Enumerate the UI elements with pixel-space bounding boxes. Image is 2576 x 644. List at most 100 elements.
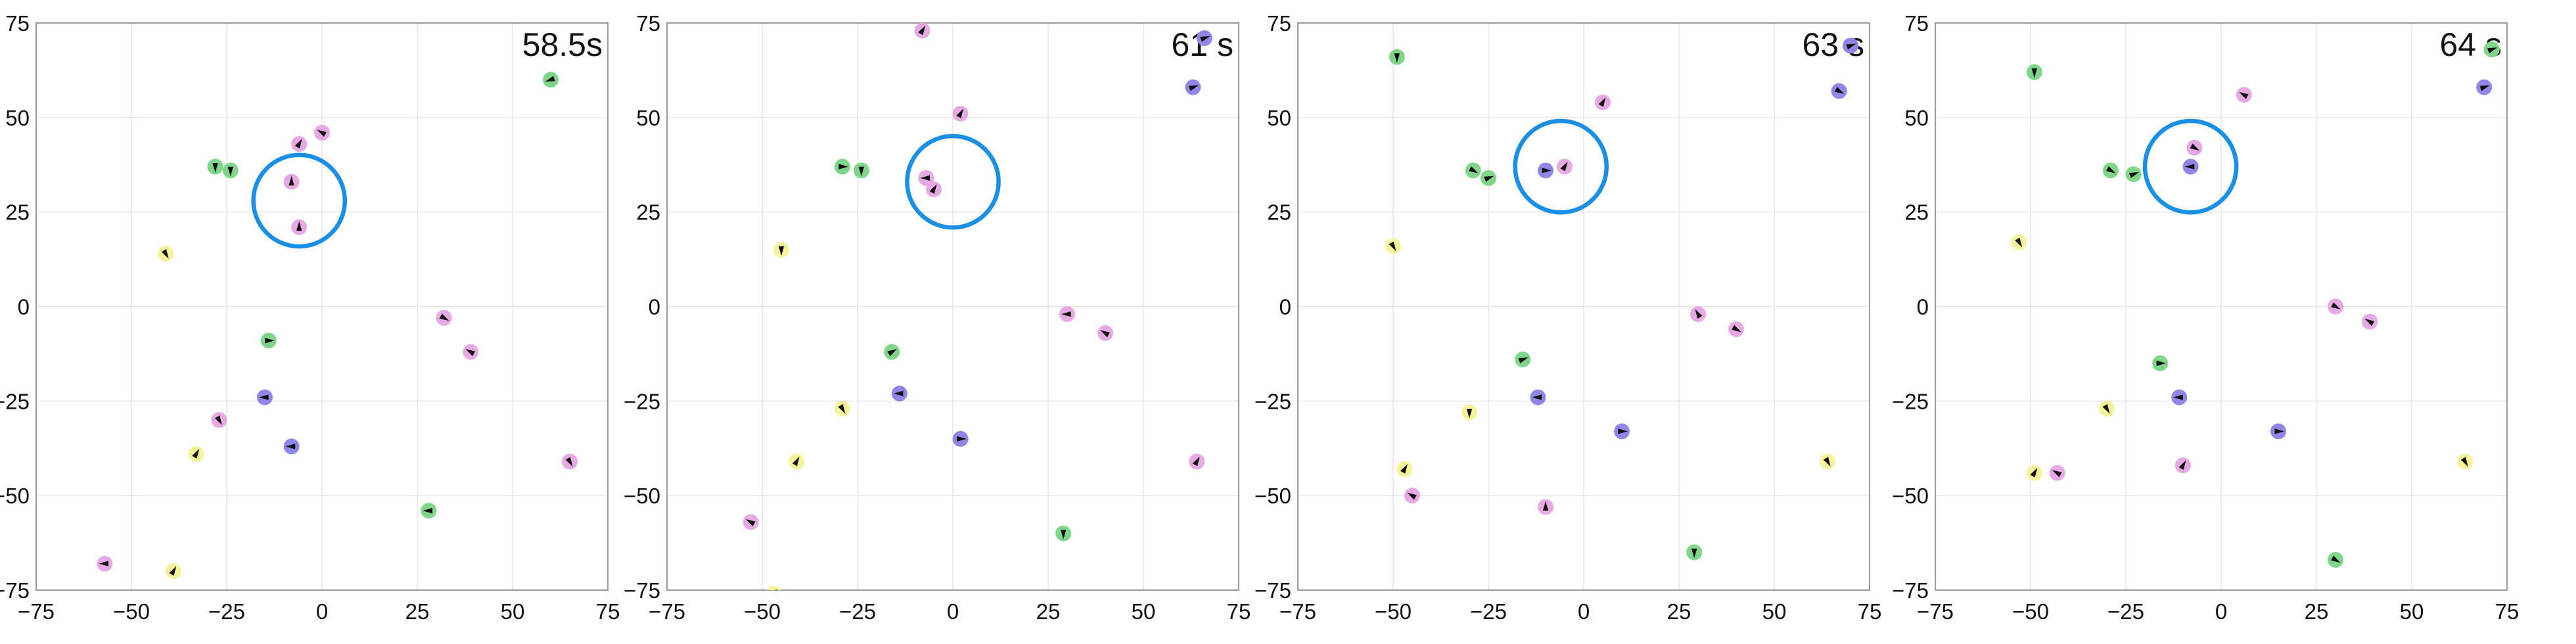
y-tick-label: −25 bbox=[0, 389, 30, 413]
x-tick-label: 50 bbox=[2400, 599, 2424, 624]
heading-arrow bbox=[1823, 457, 1831, 467]
agent-marker bbox=[1396, 461, 1413, 477]
agent-marker bbox=[2236, 87, 2252, 103]
agent-disc bbox=[766, 586, 781, 590]
x-tick-label: −75 bbox=[1279, 599, 1316, 624]
heading-arrow bbox=[775, 588, 777, 590]
heading-arrow bbox=[1695, 309, 1703, 319]
highlight-circle bbox=[1513, 118, 1609, 215]
agent-marker bbox=[766, 586, 781, 590]
y-tick-label: −25 bbox=[1254, 389, 1291, 413]
agent-marker bbox=[853, 162, 869, 179]
heading-arrow bbox=[1188, 85, 1199, 91]
x-tick-label: −50 bbox=[1375, 599, 1412, 624]
heading-arrow bbox=[259, 394, 269, 400]
heading-arrow bbox=[161, 249, 169, 259]
y-tick-label: 50 bbox=[1267, 106, 1291, 130]
x-tick-label: −25 bbox=[1470, 599, 1507, 624]
heading-arrow bbox=[296, 221, 302, 231]
agent-marker bbox=[1189, 453, 1205, 470]
time-label: 58.5s bbox=[522, 26, 603, 63]
heading-arrow bbox=[545, 76, 555, 82]
heading-arrow bbox=[1732, 325, 1741, 333]
heading-arrow bbox=[1061, 311, 1071, 317]
heading-arrow bbox=[2173, 394, 2183, 400]
agent-marker bbox=[1530, 389, 1546, 405]
x-tick-label: −50 bbox=[113, 599, 150, 624]
heading-arrow bbox=[2331, 555, 2341, 563]
agent-marker bbox=[1461, 404, 1477, 421]
heading-arrow bbox=[1061, 530, 1067, 540]
agent-marker bbox=[1538, 162, 1553, 179]
y-tick-label: 0 bbox=[1279, 295, 1291, 319]
heading-arrow bbox=[956, 108, 964, 119]
agent-marker bbox=[891, 385, 908, 402]
heading-arrow bbox=[2030, 467, 2038, 478]
y-tick-label: 75 bbox=[1904, 11, 1929, 35]
x-tick-label: −75 bbox=[18, 599, 55, 624]
y-tick-label: −50 bbox=[0, 484, 30, 508]
heading-arrow bbox=[956, 436, 967, 442]
heading-arrow bbox=[1518, 357, 1529, 363]
heading-arrow bbox=[792, 456, 800, 467]
heading-arrow bbox=[1598, 97, 1606, 107]
agent-marker bbox=[918, 170, 934, 186]
heading-arrow bbox=[1560, 161, 1568, 172]
agent-marker bbox=[2152, 355, 2169, 371]
x-tick-label: −25 bbox=[208, 599, 245, 624]
y-tick-label: 50 bbox=[5, 106, 30, 130]
heading-arrow bbox=[839, 164, 848, 170]
heading-arrow bbox=[1468, 166, 1479, 173]
agent-marker bbox=[2102, 162, 2119, 179]
x-tick-label: −25 bbox=[2107, 599, 2144, 624]
heading-arrow bbox=[2102, 403, 2110, 414]
heading-arrow bbox=[1389, 241, 1396, 252]
agent-marker bbox=[1690, 306, 1706, 323]
heading-arrow bbox=[439, 313, 449, 321]
x-tick-label: −50 bbox=[744, 599, 781, 624]
agents bbox=[97, 72, 578, 580]
agent-marker bbox=[2175, 457, 2191, 474]
heading-arrow bbox=[2105, 166, 2116, 173]
heading-arrow bbox=[1542, 168, 1552, 173]
agent-marker bbox=[257, 389, 273, 405]
heading-arrow bbox=[1100, 330, 1110, 338]
heading-arrow bbox=[920, 175, 931, 181]
heading-arrow bbox=[2052, 470, 2062, 478]
y-tick-label: 75 bbox=[5, 11, 30, 35]
x-tick-label: −25 bbox=[839, 599, 876, 624]
y-tick-label: 50 bbox=[636, 106, 660, 130]
agent-marker bbox=[97, 555, 113, 572]
agent-marker bbox=[1515, 352, 1531, 368]
heading-arrow bbox=[2239, 91, 2249, 99]
panel-1: −75 −50 −25 0 25 50 75 −75 −50 −25 0 25 50 75 58.5s bbox=[0, 11, 620, 624]
agent-marker bbox=[421, 503, 437, 519]
heading-arrow bbox=[192, 449, 200, 459]
heading-arrow bbox=[169, 566, 177, 576]
y-tick-label: 25 bbox=[636, 200, 660, 225]
agent-marker bbox=[2026, 64, 2042, 80]
agent-marker bbox=[2182, 158, 2199, 175]
x-tick-label: 75 bbox=[1227, 599, 1251, 624]
heading-arrow bbox=[929, 184, 937, 195]
agent-marker bbox=[283, 438, 300, 455]
agent-marker bbox=[158, 245, 174, 262]
agent-marker bbox=[2476, 79, 2493, 95]
y-tick-label: −75 bbox=[624, 578, 660, 603]
heading-arrow bbox=[2015, 237, 2023, 248]
x-tick-label: 0 bbox=[2215, 599, 2227, 624]
y-tick-label: 25 bbox=[1904, 200, 1929, 225]
heading-arrow bbox=[893, 390, 904, 397]
agents bbox=[2011, 41, 2500, 568]
agent-marker bbox=[743, 514, 759, 530]
x-tick-label: 0 bbox=[947, 599, 959, 624]
heading-arrow bbox=[2487, 47, 2498, 54]
y-tick-label: 0 bbox=[1917, 295, 1929, 319]
agent-marker bbox=[2125, 166, 2142, 183]
highlight-circle bbox=[251, 152, 348, 249]
agent-marker bbox=[463, 344, 479, 360]
y-tick-label: 25 bbox=[5, 200, 30, 225]
x-tick-label: 75 bbox=[2495, 599, 2519, 624]
